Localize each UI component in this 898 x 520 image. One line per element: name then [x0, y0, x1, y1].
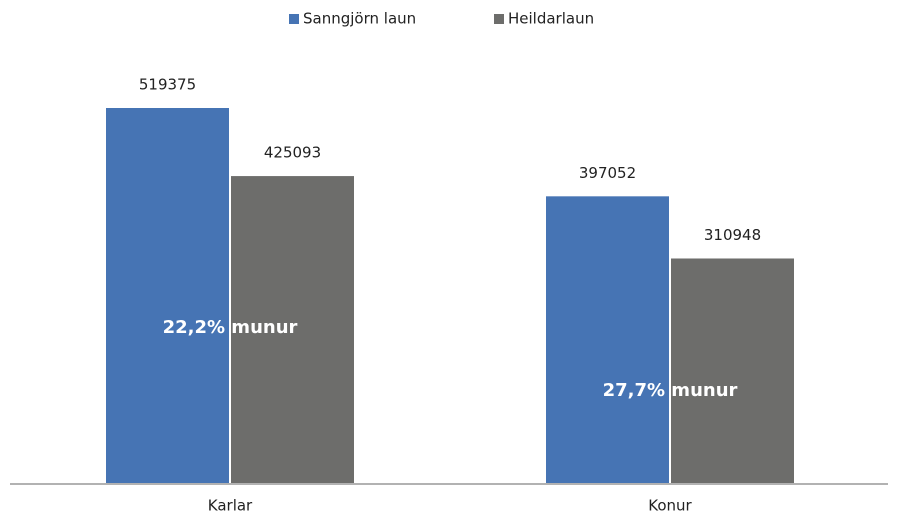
x-tick-label: Konur	[648, 497, 692, 515]
legend-label: Sanngjörn laun	[303, 10, 416, 28]
annotation: 27,7% munur	[603, 380, 738, 401]
data-label: 519375	[139, 76, 196, 94]
bar	[106, 108, 229, 483]
bar	[671, 258, 794, 483]
legend-swatch	[289, 14, 299, 24]
x-tick-label: Karlar	[208, 497, 253, 515]
bar	[231, 176, 354, 483]
data-label: 425093	[264, 144, 321, 162]
data-label: 397052	[579, 164, 636, 182]
annotation: 22,2% munur	[163, 317, 298, 338]
bar	[546, 196, 669, 483]
legend-label: Heildarlaun	[508, 10, 594, 28]
legend-swatch	[494, 14, 504, 24]
data-label: 310948	[704, 226, 761, 244]
